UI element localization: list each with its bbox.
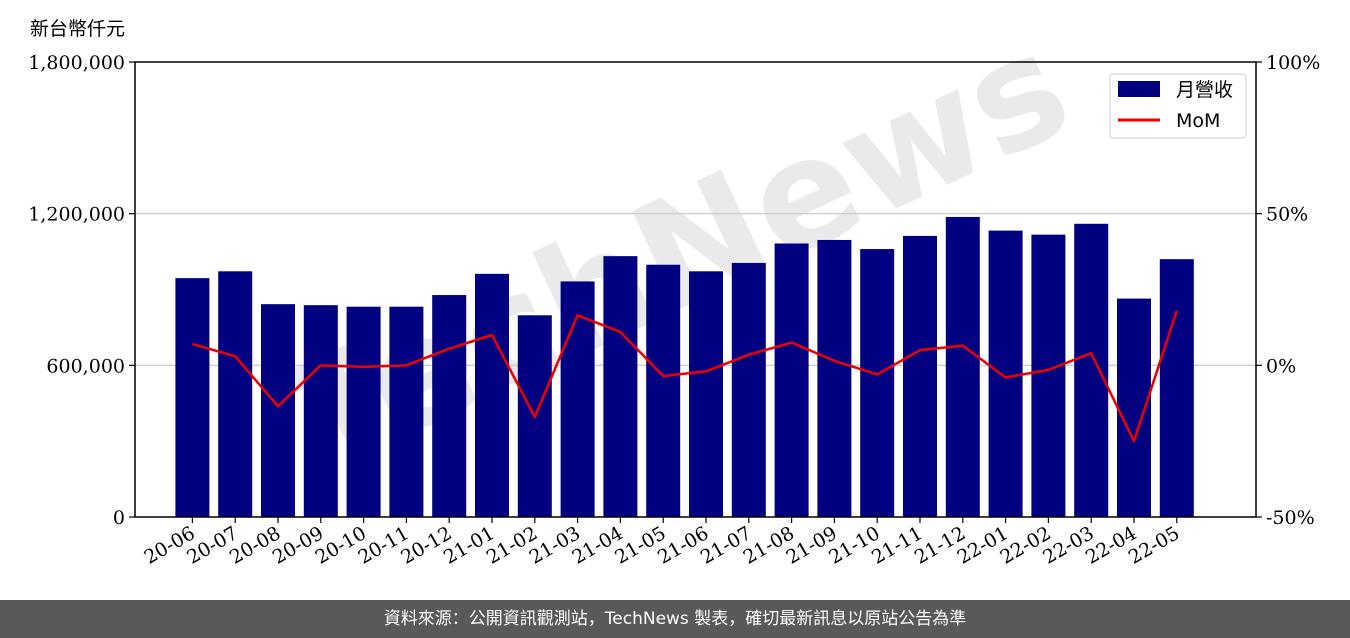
revenue-bar (1159, 259, 1194, 517)
legend-label-mom: MoM (1176, 110, 1220, 132)
left-tick-label: 1,200,000 (28, 204, 125, 226)
revenue-bars (175, 216, 1194, 518)
right-tick-label: 50% (1266, 204, 1308, 226)
revenue-bar (1031, 234, 1066, 517)
revenue-bar (218, 271, 253, 517)
left-tick-label: 600,000 (46, 355, 125, 377)
revenue-bar (731, 262, 766, 517)
right-tick-label: 0% (1266, 355, 1296, 377)
revenue-bar (603, 256, 638, 517)
revenue-bar (817, 239, 852, 517)
legend-bar-swatch (1118, 81, 1160, 97)
revenue-bar (175, 278, 210, 517)
revenue-bar (903, 235, 937, 517)
revenue-bar (945, 216, 980, 518)
legend: 月營收 MoM (1109, 73, 1247, 139)
revenue-bar (261, 304, 295, 517)
revenue-bar (475, 273, 509, 517)
revenue-bar (860, 249, 895, 518)
revenue-bar (346, 306, 381, 517)
revenue-bar (646, 264, 681, 517)
y-axis-unit-label: 新台幣仟元 (30, 18, 126, 40)
source-footer: 資料來源：公開資訊觀測站，TechNews 製表，確切最新訊息以原站公告為準 (0, 600, 1350, 638)
plot-frame (134, 61, 1257, 518)
x-tick-label: 22-05 (1125, 522, 1183, 568)
revenue-bar (1074, 223, 1109, 517)
right-y-axis: -50% 0% 50% 100% (1256, 52, 1320, 529)
x-axis: 20-0620-0720-0820-0920-1020-1120-1221-01… (140, 517, 1183, 569)
right-tick-label: -50% (1266, 507, 1315, 529)
right-tick-label: 100% (1266, 52, 1320, 74)
revenue-bar (774, 243, 809, 517)
revenue-bar (988, 230, 1023, 517)
left-tick-label: 1,800,000 (28, 52, 125, 74)
revenue-bar (689, 271, 723, 517)
mom-line-layer (192, 310, 1178, 443)
revenue-bar (389, 306, 424, 517)
left-tick-label: 0 (113, 507, 125, 529)
legend-label-revenue: 月營收 (1176, 79, 1233, 101)
revenue-bar (432, 295, 467, 517)
mom-line (192, 310, 1178, 443)
revenue-bar (303, 305, 338, 517)
left-y-axis: 0 600,000 1,200,000 1,800,000 (28, 52, 135, 529)
